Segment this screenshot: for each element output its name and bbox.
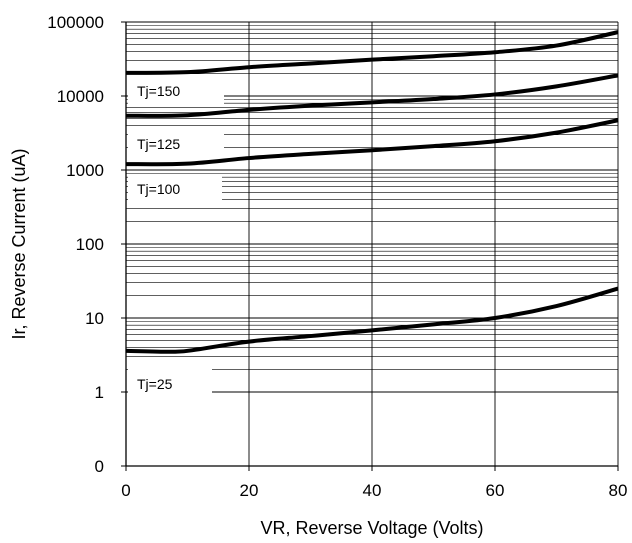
series-lines	[125, 30, 619, 354]
tick-labels: 0 20 40 60 80 0 1 10 100 1000 10000 100000	[47, 13, 627, 500]
y-tick-label: 1	[95, 383, 104, 402]
series-label-box	[128, 368, 212, 400]
y-tick-label: 10000	[57, 87, 104, 106]
series-label: Tj=150	[137, 83, 180, 99]
series-label: Tj=125	[137, 136, 180, 152]
series-label-box	[128, 174, 222, 204]
x-tick-label: 60	[486, 481, 505, 500]
y-tick-label: 1000	[66, 161, 104, 180]
series-line-tj-25	[125, 286, 619, 354]
y-tick-label: 10	[85, 309, 104, 328]
series-label-box	[128, 131, 224, 157]
series-label: Tj=100	[137, 181, 180, 197]
series-labels: Tj=150 Tj=125 Tj=100 Tj=25	[128, 78, 224, 400]
y-tick-label: 100	[76, 235, 104, 254]
series-line-tj-100	[125, 118, 619, 167]
series-label: Tj=25	[137, 376, 173, 392]
series-label-box	[128, 78, 224, 104]
x-tick-label: 80	[609, 481, 628, 500]
series-line-tj-125	[125, 73, 619, 118]
x-axis-title: VR, Reverse Voltage (Volts)	[260, 518, 483, 538]
x-tick-label: 20	[240, 481, 259, 500]
y-tick-label: 100000	[47, 13, 104, 32]
x-tick-label: 40	[363, 481, 382, 500]
y-axis-title: Ir, Reverse Current (uA)	[9, 148, 29, 339]
y-tick-label: 0	[95, 457, 104, 476]
series-line-tj-150	[125, 30, 619, 75]
x-tick-label: 0	[121, 481, 130, 500]
